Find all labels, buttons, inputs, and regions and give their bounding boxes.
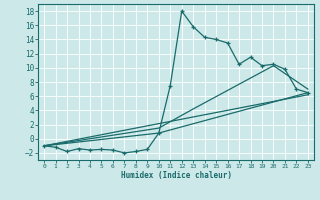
X-axis label: Humidex (Indice chaleur): Humidex (Indice chaleur): [121, 171, 231, 180]
